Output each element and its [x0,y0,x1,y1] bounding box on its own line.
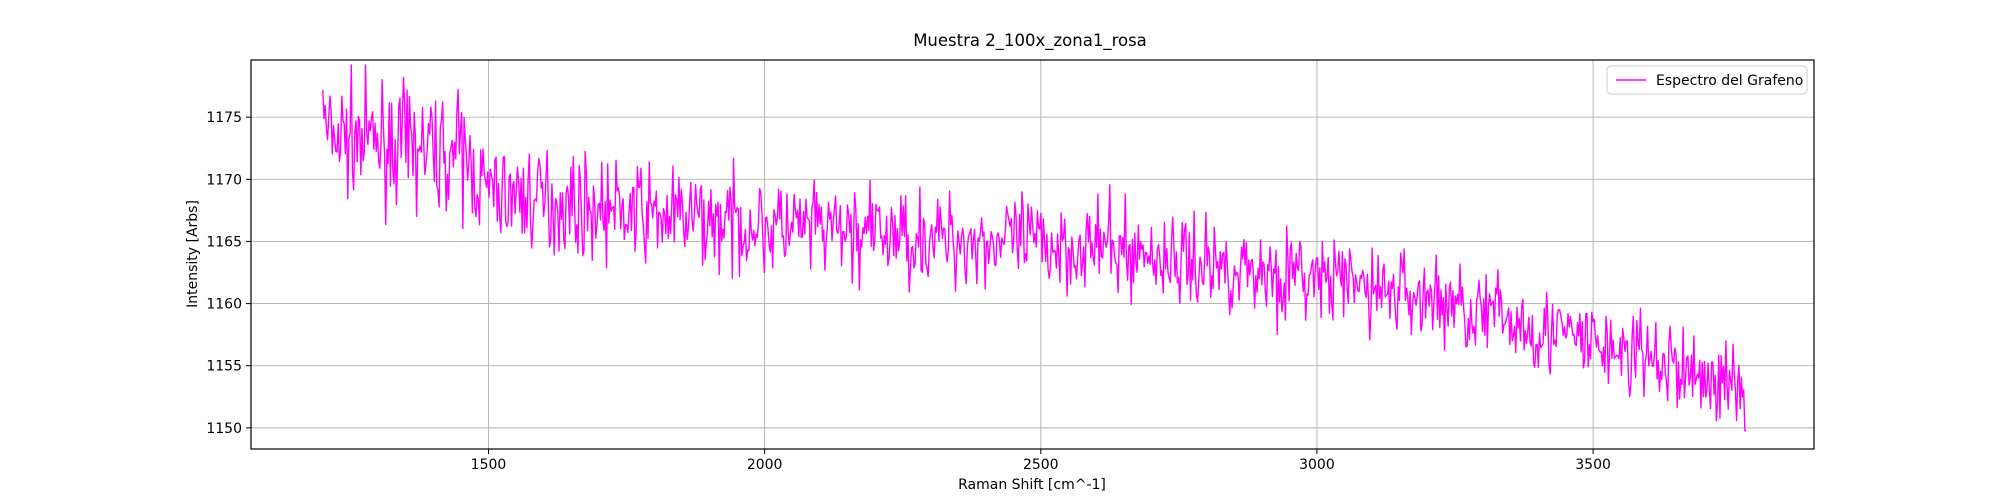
legend-label: Espectro del Grafeno [1656,73,1803,89]
plot-frame [250,59,1815,450]
x-tick-label: 2000 [747,457,783,473]
y-tick-label: 1170 [206,172,242,188]
legend-box [1606,65,1808,95]
y-axis: 1150 1155 1160 1165 1170 1175 [206,110,251,437]
series-layer [322,64,1747,432]
x-tick-label: 1500 [471,457,507,473]
x-axis-label: Raman Shift [cm^-1] [958,477,1106,493]
y-tick-label: 1155 [206,359,242,375]
y-tick-label: 1150 [206,421,242,437]
x-tick-label: 2500 [1023,457,1059,473]
y-tick-label: 1160 [206,297,242,313]
y-tick-label: 1175 [206,110,242,126]
x-axis: 1500 2000 2500 3000 3500 [471,449,1611,473]
chart-title: Muestra 2_100x_zona1_rosa [913,31,1147,51]
x-tick-label: 3000 [1299,457,1335,473]
grid-lines [251,60,1814,449]
series-line [322,64,1747,432]
y-tick-label: 1165 [206,234,242,250]
x-tick-label: 3500 [1575,457,1611,473]
y-axis-label: Intensity [Arbs] [185,200,201,308]
legend: Espectro del Grafeno [1606,65,1808,95]
